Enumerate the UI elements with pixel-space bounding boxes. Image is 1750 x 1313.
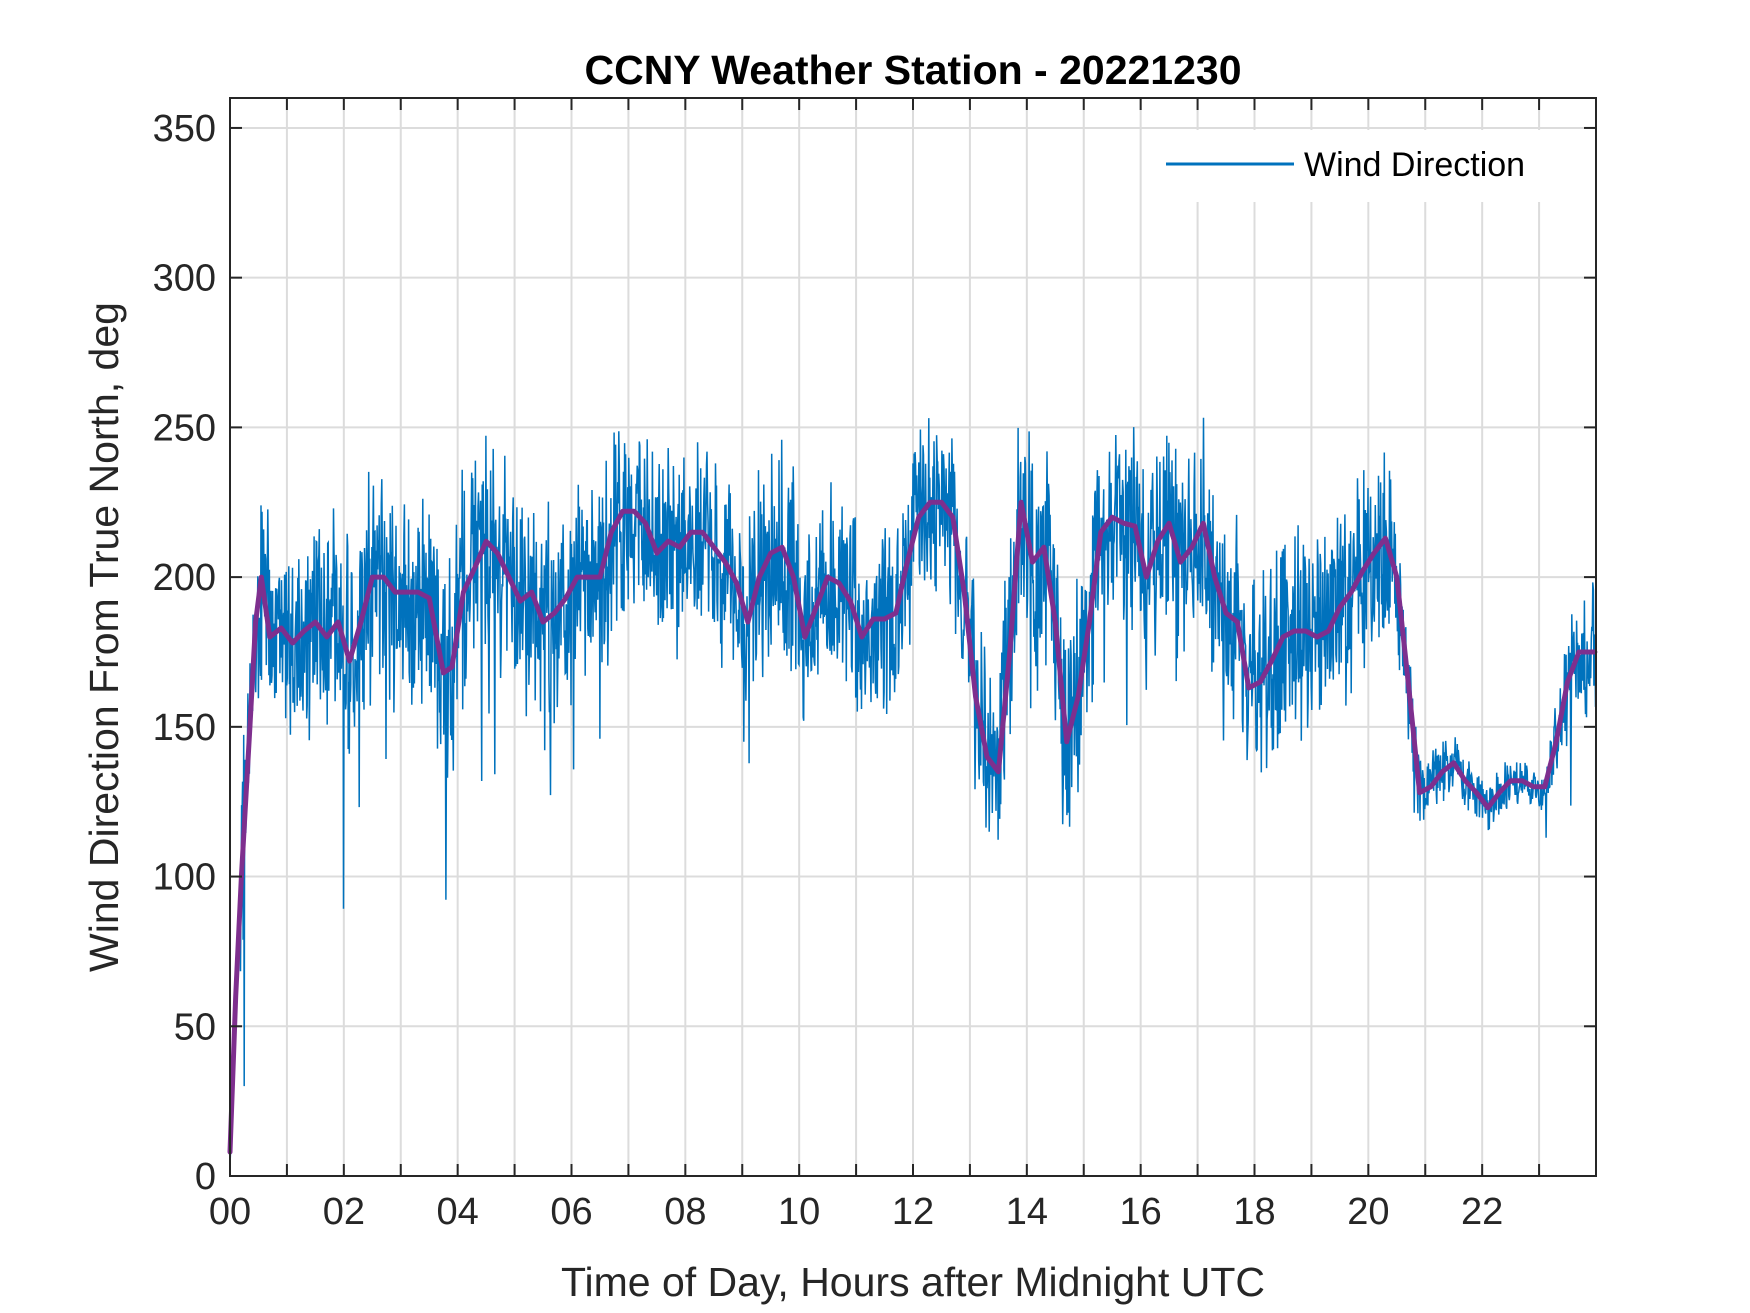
data-series <box>227 417 1598 1167</box>
x-tick-labels: 00 02 04 06 08 10 12 14 16 18 20 22 <box>209 1191 1503 1233</box>
y-tick-label: 150 <box>153 707 216 749</box>
x-tick-label: 00 <box>209 1191 251 1233</box>
y-tick-label: 100 <box>153 857 216 899</box>
y-tick-label: 50 <box>174 1006 216 1048</box>
wind-direction-raw-line <box>229 417 1597 1167</box>
x-tick-label: 10 <box>778 1191 820 1233</box>
y-tick-label: 350 <box>153 108 216 150</box>
y-tick-labels: 0 50 100 150 200 250 300 350 <box>153 108 216 1198</box>
x-tick-label: 12 <box>892 1191 934 1233</box>
y-axis-label: Wind Direction From True North, deg <box>81 302 127 972</box>
x-tick-label: 08 <box>664 1191 706 1233</box>
legend: Wind Direction <box>1150 130 1570 202</box>
x-axis-label: Time of Day, Hours after Midnight UTC <box>561 1259 1265 1305</box>
y-tick-label: 250 <box>153 407 216 449</box>
legend-label-wind-direction: Wind Direction <box>1304 146 1525 184</box>
x-tick-label: 06 <box>550 1191 592 1233</box>
y-tick-label: 200 <box>153 557 216 599</box>
x-tick-label: 20 <box>1347 1191 1389 1233</box>
axis-ticks <box>229 98 1596 1177</box>
y-tick-label: 300 <box>153 258 216 300</box>
x-tick-label: 22 <box>1461 1191 1503 1233</box>
x-tick-label: 04 <box>437 1191 479 1233</box>
x-tick-label: 18 <box>1233 1191 1275 1233</box>
x-tick-label: 02 <box>323 1191 365 1233</box>
x-tick-label: 16 <box>1120 1191 1162 1233</box>
x-tick-label: 14 <box>1006 1191 1048 1233</box>
chart-title: CCNY Weather Station - 20221230 <box>584 47 1241 93</box>
legend-box <box>1150 130 1570 202</box>
wind-direction-moving-average-line <box>227 499 1598 1155</box>
y-tick-label: 0 <box>195 1156 216 1198</box>
